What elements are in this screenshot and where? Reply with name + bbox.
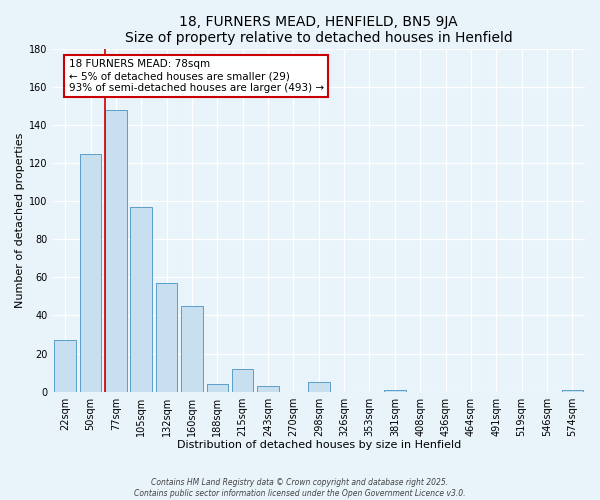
Bar bbox=[55, 340, 76, 392]
Bar bbox=[308, 382, 329, 392]
Bar bbox=[206, 384, 228, 392]
Bar bbox=[562, 390, 583, 392]
Text: Contains HM Land Registry data © Crown copyright and database right 2025.
Contai: Contains HM Land Registry data © Crown c… bbox=[134, 478, 466, 498]
Bar bbox=[257, 386, 279, 392]
Text: 18 FURNERS MEAD: 78sqm
← 5% of detached houses are smaller (29)
93% of semi-deta: 18 FURNERS MEAD: 78sqm ← 5% of detached … bbox=[68, 60, 323, 92]
Bar bbox=[156, 283, 178, 392]
Bar bbox=[80, 154, 101, 392]
Bar bbox=[130, 207, 152, 392]
X-axis label: Distribution of detached houses by size in Henfield: Distribution of detached houses by size … bbox=[176, 440, 461, 450]
Y-axis label: Number of detached properties: Number of detached properties bbox=[15, 132, 25, 308]
Bar bbox=[181, 306, 203, 392]
Title: 18, FURNERS MEAD, HENFIELD, BN5 9JA
Size of property relative to detached houses: 18, FURNERS MEAD, HENFIELD, BN5 9JA Size… bbox=[125, 15, 512, 45]
Bar bbox=[232, 369, 253, 392]
Bar bbox=[384, 390, 406, 392]
Bar bbox=[105, 110, 127, 392]
